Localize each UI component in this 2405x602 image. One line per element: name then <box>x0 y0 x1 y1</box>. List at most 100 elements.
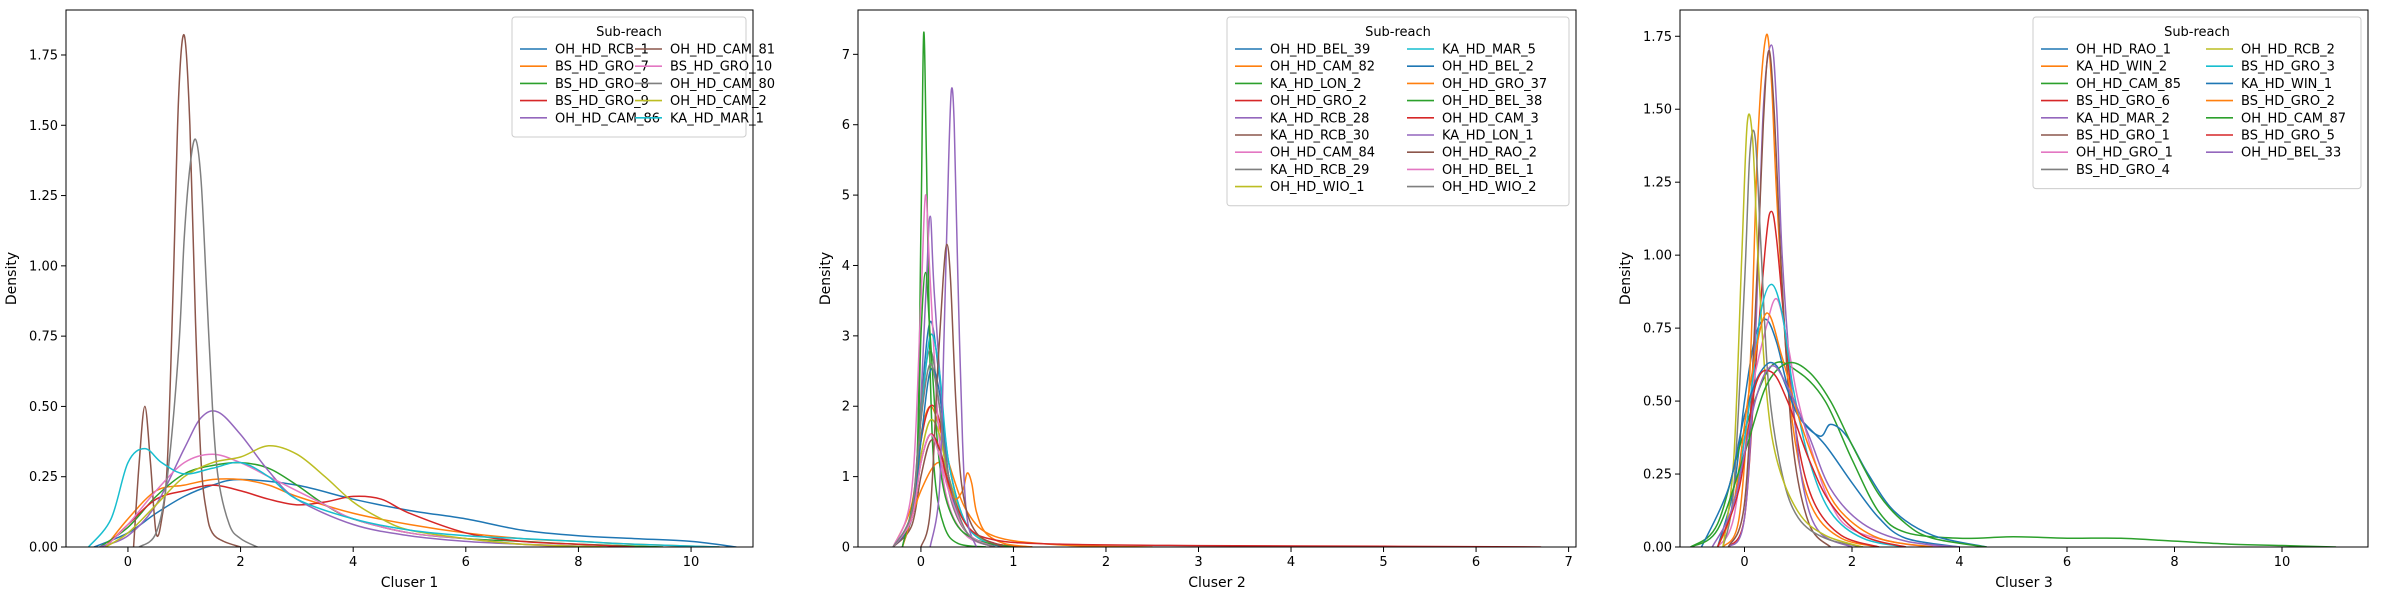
legend: Sub-reach OH_HD_RAO_1 KA_HD_WIN_2 OH_HD_CAM… <box>2032 16 2362 190</box>
legend-box <box>1226 16 1570 207</box>
legend-item: BS_HD_GRO_10 <box>635 60 772 75</box>
legend-item: OH_HD_BEL_1 <box>1407 163 1534 178</box>
axes-frame <box>65 9 754 548</box>
legend-item: OH_HD_WIO_2 <box>1407 180 1537 195</box>
x-tick-label: 4 <box>349 555 357 570</box>
legend-item: BS_HD_GRO_4 <box>2041 163 2170 178</box>
series-line-OH_HD_GRO_37 <box>901 461 1033 547</box>
y-tick-label: 1.25 <box>1643 176 1672 191</box>
series-line-BS_HD_GRO_5 <box>1716 369 1907 547</box>
series-line-KA_HD_MAR_1 <box>87 447 720 547</box>
y-tick-label: 1.00 <box>29 259 58 274</box>
x-tick-label: 6 <box>462 555 470 570</box>
legend-label: OH_HD_RCB_1 <box>555 43 649 58</box>
series-line-BS_HD_GRO_3 <box>1716 283 1907 547</box>
axes-frame <box>1679 9 2369 548</box>
legend-label: OH_HD_CAM_2 <box>670 94 767 109</box>
y-axis-label: Density <box>1618 252 1634 305</box>
legend-label: KA_HD_RCB_28 <box>1270 111 1369 126</box>
x-tick-label: 0 <box>917 555 925 570</box>
legend-item: KA_HD_MAR_5 <box>1407 43 1536 58</box>
legend-item: KA_HD_MAR_2 <box>2041 111 2170 126</box>
chart-panel-1: 0 2 4 6 8 10 0.00 0.25 0.50 0.75 1.00 1.25 1.50 1.75 C… <box>4 9 775 591</box>
x-tick-label: 8 <box>2170 555 2178 570</box>
series-line-OH_HD_BEL_33 <box>1711 365 1961 547</box>
legend-item: BS_HD_GRO_5 <box>2206 129 2335 144</box>
legend-item: BS_HD_GRO_1 <box>2041 129 2170 144</box>
legend-title: Sub-reach <box>1365 25 1431 40</box>
legend-item: OH_HD_RAO_1 <box>2041 43 2171 58</box>
y-tick-label: 0.00 <box>1643 541 1672 556</box>
legend-title: Sub-reach <box>596 25 662 40</box>
legend-item: BS_HD_GRO_3 <box>2206 60 2335 75</box>
legend-label: OH_HD_GRO_1 <box>2076 146 2173 161</box>
series-line-OH_HD_CAM_80 <box>138 138 259 547</box>
legend-label: BS_HD_GRO_6 <box>2076 94 2170 109</box>
chart-panel-2: 0 1 2 3 4 5 6 7 0 1 2 3 4 5 6 7 Cluser 2 Density Sub-reach… <box>818 9 1577 591</box>
legend-label: KA_HD_MAR_2 <box>2076 111 2170 126</box>
legend-item: OH_HD_BEL_38 <box>1407 94 1542 109</box>
series-line-KA_HD_WIN_1 <box>1700 361 1988 547</box>
legend-label: OH_HD_CAM_86 <box>555 111 660 126</box>
x-tick-label: 2 <box>1848 555 1856 570</box>
legend-label: KA_HD_LON_1 <box>1442 129 1533 144</box>
x-axis-label: Cluser 2 <box>1188 575 1246 591</box>
x-tick-label: 3 <box>1194 555 1202 570</box>
y-tick-label: 0.75 <box>29 330 58 345</box>
legend-item: BS_HD_GRO_9 <box>520 94 649 109</box>
legend-label: KA_HD_WIN_2 <box>2076 60 2167 75</box>
legend-label: BS_HD_GRO_2 <box>2241 94 2335 109</box>
y-tick-label: 1.75 <box>29 48 58 63</box>
legend-item: OH_HD_RCB_2 <box>2206 43 2335 58</box>
legend-item: BS_HD_GRO_6 <box>2041 94 2170 109</box>
legend-label: OH_HD_BEL_1 <box>1442 163 1534 178</box>
y-tick-label: 1.50 <box>29 119 58 134</box>
x-axis-label: Cluser 1 <box>381 575 439 591</box>
legend-item: BS_HD_GRO_8 <box>520 77 649 92</box>
legend-item: BS_HD_GRO_7 <box>520 60 649 75</box>
x-tick-label: 7 <box>1564 555 1572 570</box>
legend-box <box>2032 16 2362 190</box>
legend-label: OH_HD_CAM_80 <box>670 77 775 92</box>
legend-label: BS_HD_GRO_4 <box>2076 163 2170 178</box>
legend-item: KA_HD_WIN_2 <box>2041 60 2167 75</box>
legend-label: OH_HD_BEL_33 <box>2241 146 2341 161</box>
y-axis-label: Density <box>818 252 834 305</box>
legend-label: OH_HD_CAM_87 <box>2241 111 2346 126</box>
axes-frame <box>857 9 1577 548</box>
series-line-OH_HD_RCB_2 <box>1722 113 1864 547</box>
y-tick-label: 0.75 <box>1643 322 1672 337</box>
legend-item: OH_HD_GRO_2 <box>1235 94 1367 109</box>
legend-label: OH_HD_RAO_2 <box>1442 146 1537 161</box>
legend-item: BS_HD_GRO_2 <box>2206 94 2335 109</box>
y-tick-label: 0.50 <box>1643 395 1672 410</box>
legend-item: OH_HD_CAM_82 <box>1235 60 1375 75</box>
legend-label: BS_HD_GRO_9 <box>555 94 649 109</box>
y-tick-label: 1.25 <box>29 189 58 204</box>
x-tick-label: 0 <box>124 555 132 570</box>
series-line-OH_HD_CAM_3 <box>892 433 1542 547</box>
y-axis-label: Density <box>4 252 20 305</box>
legend-label: OH_HD_CAM_3 <box>1442 111 1539 126</box>
series-line-OH_HD_CAM_81 <box>132 34 242 547</box>
x-tick-label: 4 <box>1287 555 1295 570</box>
legend-item: OH_HD_BEL_39 <box>1235 43 1370 58</box>
legend-item: OH_HD_CAM_84 <box>1235 146 1375 161</box>
series-line-BS_HD_GRO_4 <box>1722 129 1864 547</box>
legend-label: OH_HD_WIO_2 <box>1442 180 1537 195</box>
legend-item: OH_HD_CAM_2 <box>635 94 767 109</box>
x-axis-label: Cluser 3 <box>1995 575 2053 591</box>
legend-item: OH_HD_BEL_33 <box>2206 146 2341 161</box>
legend-label: OH_HD_CAM_85 <box>2076 77 2181 92</box>
legend: Sub-reach OH_HD_RCB_1 BS_HD_GRO_7 BS_HD_GRO… <box>511 16 775 138</box>
legend-label: OH_HD_BEL_38 <box>1442 94 1542 109</box>
legend-item: OH_HD_RCB_1 <box>520 43 649 58</box>
legend-label: BS_HD_GRO_3 <box>2241 60 2335 75</box>
legend-label: BS_HD_GRO_8 <box>555 77 649 92</box>
y-tick-label: 1.00 <box>1643 249 1672 264</box>
legend-label: BS_HD_GRO_7 <box>555 60 649 75</box>
legend-label: OH_HD_CAM_82 <box>1270 60 1375 75</box>
series-line-KA_HD_LON_1 <box>929 87 978 547</box>
x-tick-label: 10 <box>2274 555 2291 570</box>
legend: Sub-reach OH_HD_BEL_39 OH_HD_CAM_82 KA_HD_L… <box>1226 16 1570 207</box>
